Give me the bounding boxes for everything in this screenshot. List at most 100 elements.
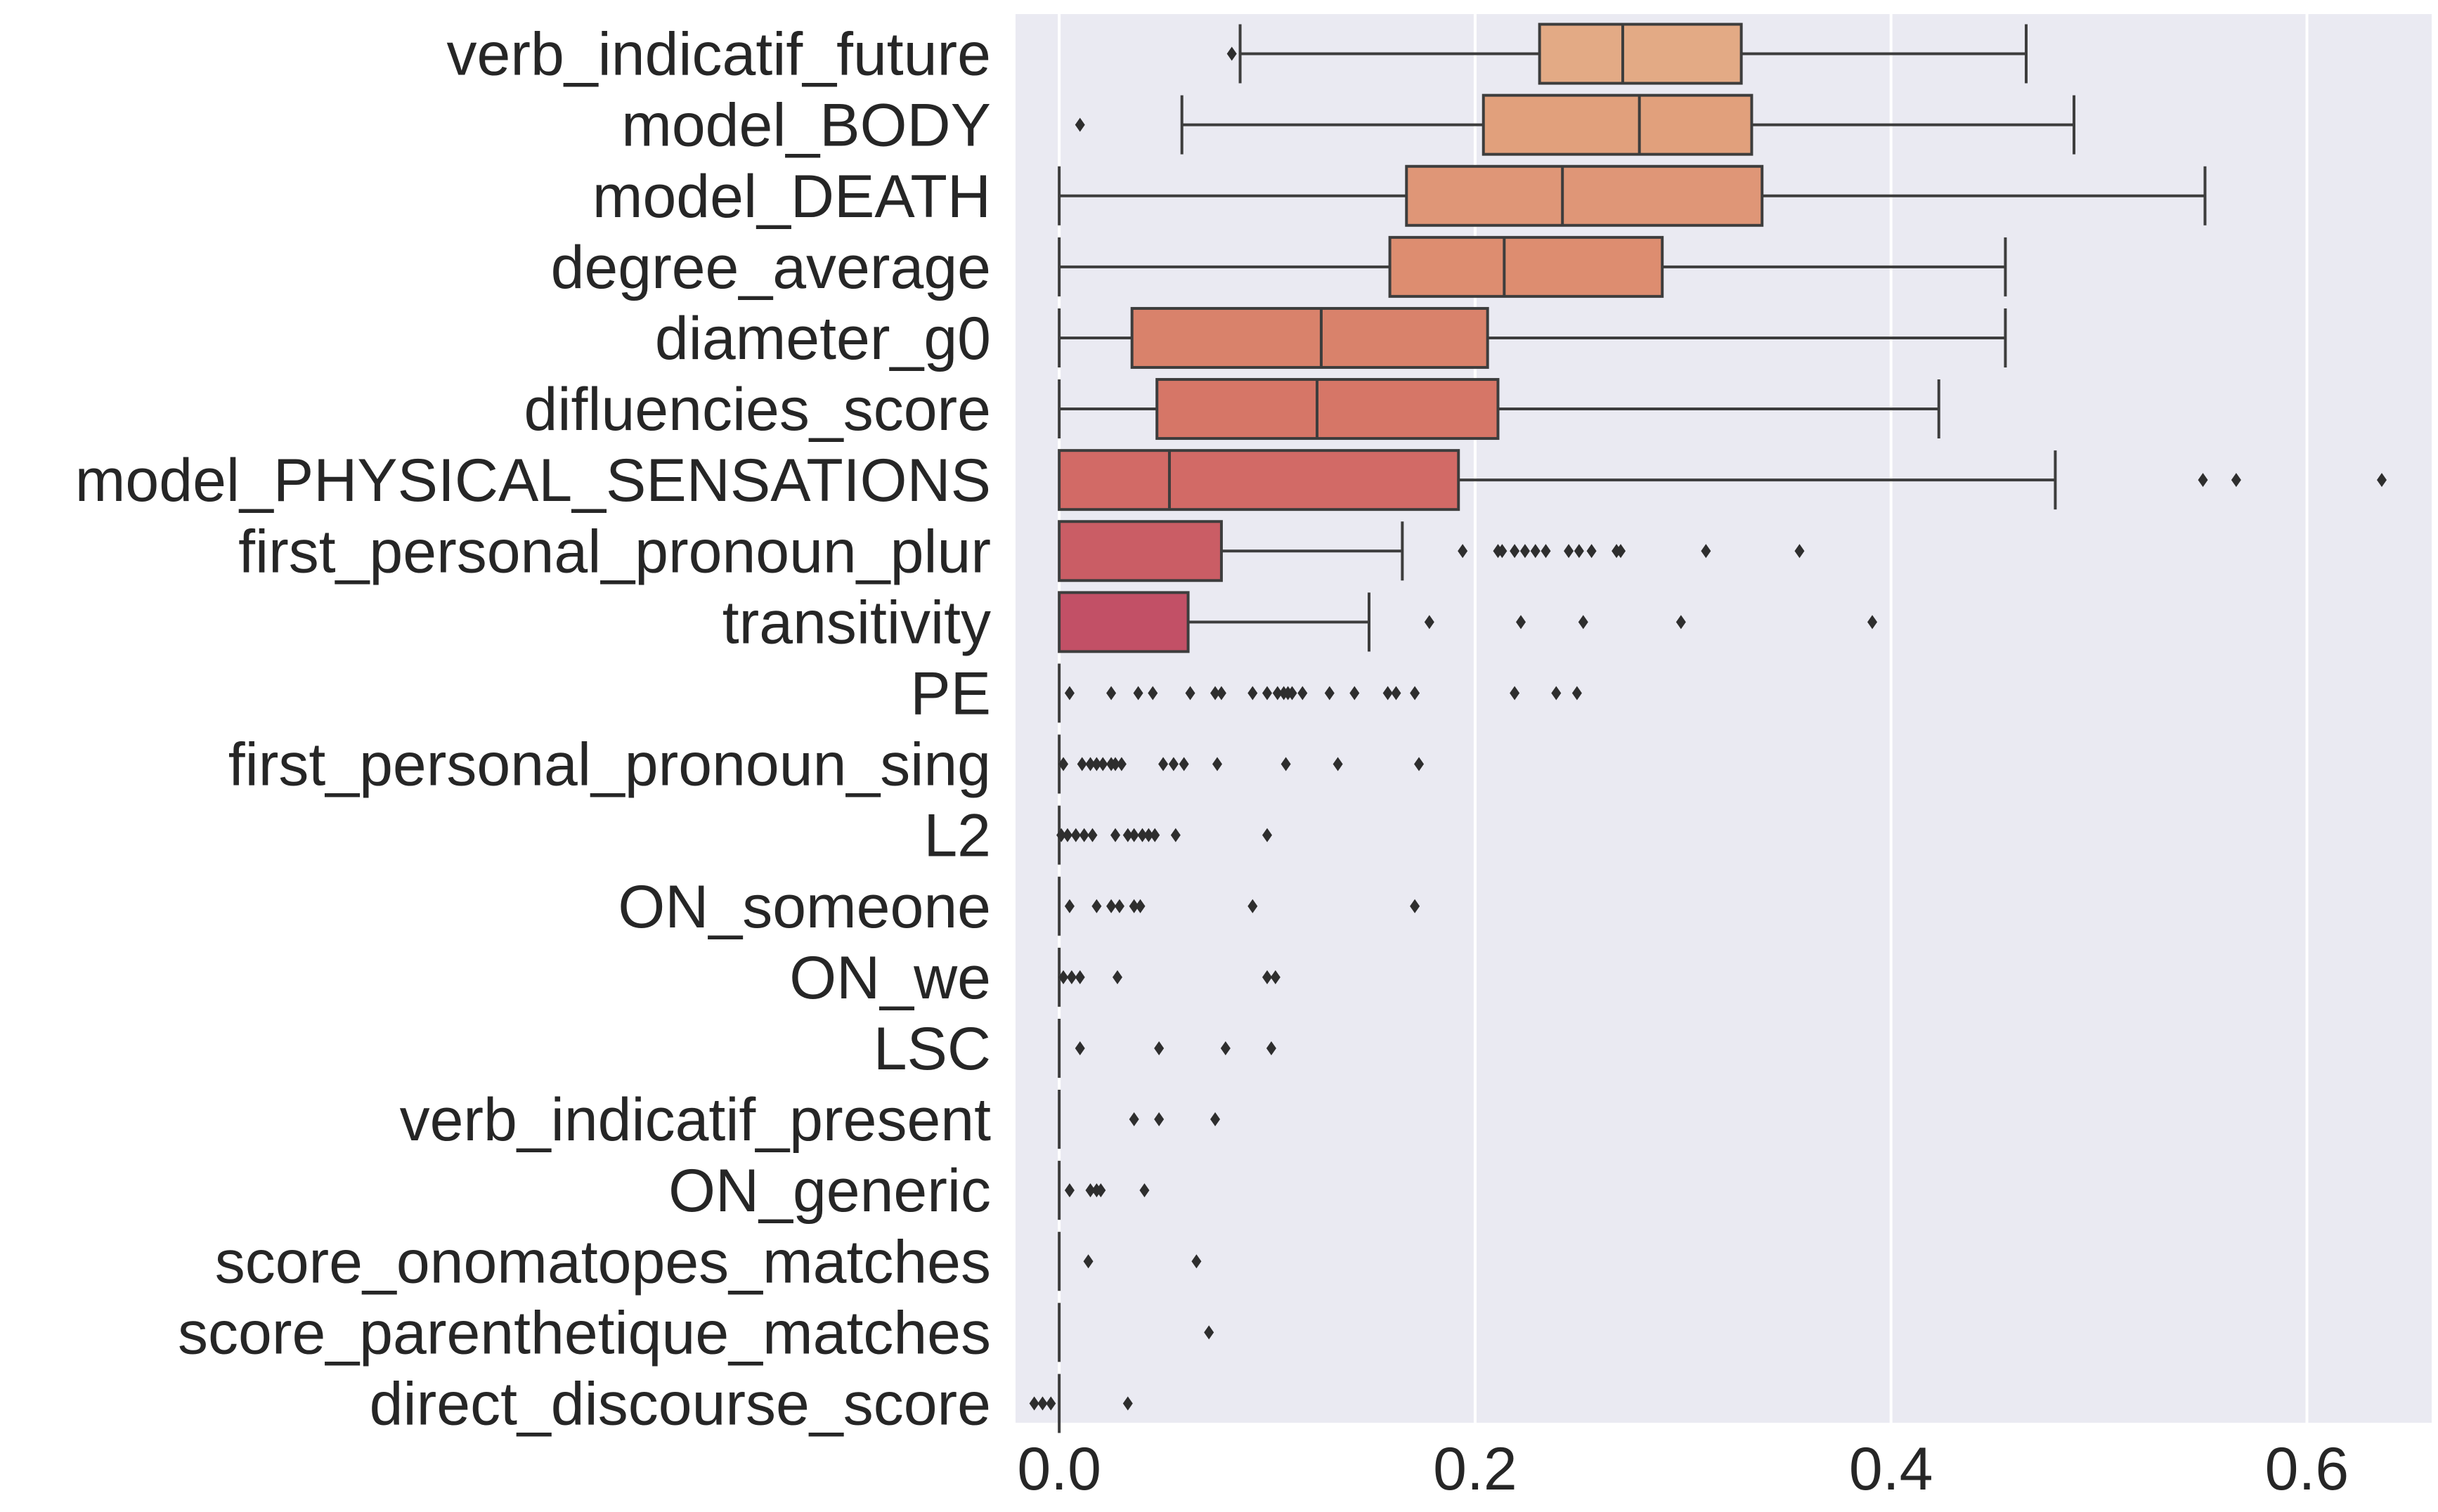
- box-iqr: [1058, 591, 1190, 653]
- outlier-point: [1158, 757, 1169, 771]
- outlier-point: [1212, 757, 1223, 771]
- plot-area: [1016, 14, 2432, 1423]
- category-label-difluencies-score: difluencies_score: [524, 376, 991, 443]
- box-group-first-personal-pronoun-plur: [1058, 520, 1805, 582]
- outlier-point: [1154, 1112, 1165, 1127]
- category-label-direct-discourse-score: direct_discourse_score: [370, 1370, 991, 1438]
- outlier-point: [1247, 899, 1258, 913]
- outlier-point: [1216, 686, 1226, 700]
- x-tick-labels: 0.0 0.2 0.4 0.6: [1017, 1435, 2349, 1503]
- outlier-point: [1106, 686, 1117, 700]
- outlier-point: [1262, 828, 1273, 842]
- outlier-point: [1551, 686, 1562, 700]
- box-iqr: [1405, 164, 1764, 227]
- category-label-first-personal-pronoun-plur: first_personal_pronoun_plur: [238, 518, 991, 585]
- category-label-model-death: model_DEATH: [592, 163, 991, 230]
- outlier-point: [1179, 757, 1189, 771]
- outlier-point: [1135, 899, 1146, 913]
- box-group-score-onomatopes-matches: [1058, 1232, 1202, 1291]
- outlier-point: [1087, 828, 1098, 842]
- category-label-verb-indicatif-future: verb_indicatif_future: [447, 21, 991, 89]
- outlier-point: [1270, 970, 1280, 984]
- outlier-point: [1391, 686, 1401, 700]
- outlier-point: [1574, 544, 1584, 559]
- box-group-difluencies-score: [1058, 378, 1940, 441]
- category-label-on-we: ON_we: [789, 944, 991, 1012]
- outlier-point: [1794, 544, 1805, 559]
- outlier-point: [1210, 1112, 1221, 1127]
- outlier-point: [1154, 1041, 1165, 1055]
- outlier-point: [1075, 970, 1085, 984]
- box-group-l2: [1056, 805, 1273, 865]
- box-group-on-someone: [1058, 876, 1420, 936]
- category-label-transitivity: transitivity: [722, 589, 991, 656]
- outlier-point: [1129, 1112, 1139, 1127]
- outlier-point: [2376, 473, 2387, 488]
- outlier-point: [1701, 544, 1711, 559]
- category-labels: verb_indicatif_futuremodel_BODYmodel_DEA…: [75, 21, 991, 1438]
- box-group-model-physical-sensations: [1058, 449, 2387, 511]
- outlier-point: [1110, 828, 1121, 842]
- box-group-direct-discourse-score: [1029, 1374, 1133, 1433]
- outlier-point: [1519, 544, 1530, 559]
- x-tick-label: 0.6: [2265, 1435, 2349, 1503]
- category-label-model-body: model_BODY: [621, 92, 991, 159]
- outlier-point: [1414, 757, 1425, 771]
- outlier-point: [1191, 1254, 1202, 1269]
- outlier-point: [1616, 544, 1626, 559]
- x-tick-label: 0.4: [1849, 1435, 1933, 1503]
- category-label-on-someone: ON_someone: [618, 873, 991, 941]
- outlier-point: [1075, 1041, 1085, 1055]
- category-label-lsc: LSC: [874, 1015, 991, 1083]
- outlier-point: [1247, 686, 1258, 700]
- box-group-lsc: [1058, 1018, 1276, 1078]
- outlier-point: [1410, 899, 1420, 913]
- outlier-point: [1083, 1254, 1094, 1269]
- category-label-diameter-g0: diameter_g0: [655, 305, 991, 372]
- outlier-point: [1349, 686, 1360, 700]
- category-label-pe: PE: [910, 660, 991, 727]
- outlier-point: [1272, 686, 1283, 700]
- box-group-verb-indicatif-present: [1058, 1090, 1221, 1149]
- box-iqr: [1058, 449, 1460, 511]
- outlier-point: [1070, 828, 1081, 842]
- category-label-on-generic: ON_generic: [668, 1157, 991, 1225]
- outlier-point: [1064, 686, 1075, 700]
- outlier-point: [1226, 46, 1237, 61]
- outlier-point: [1096, 1183, 1106, 1198]
- outlier-point: [1148, 686, 1158, 700]
- outlier-point: [1168, 757, 1179, 771]
- outlier-point: [1046, 1396, 1056, 1411]
- outlier-point: [1056, 828, 1067, 842]
- outlier-point: [1571, 686, 1582, 700]
- outlier-point: [1564, 544, 1574, 559]
- box-group-first-personal-pronoun-sing: [1058, 734, 1425, 794]
- outlier-point: [1530, 544, 1541, 559]
- outlier-point: [1143, 828, 1154, 842]
- outlier-point: [1077, 757, 1087, 771]
- outlier-point: [1114, 899, 1124, 913]
- box-iqr: [1130, 306, 1489, 369]
- outlier-point: [1150, 828, 1160, 842]
- outlier-point: [1280, 757, 1291, 771]
- outlier-point: [1064, 899, 1075, 913]
- category-label-degree-average: degree_average: [551, 234, 991, 301]
- outlier-point: [1497, 544, 1507, 559]
- outlier-point: [1116, 757, 1127, 771]
- outlier-point: [1578, 615, 1588, 630]
- x-tick-label: 0.0: [1017, 1435, 1101, 1503]
- category-label-first-personal-pronoun-sing: first_personal_pronoun_sing: [228, 731, 991, 799]
- outlier-point: [1262, 686, 1273, 700]
- outlier-point: [1085, 1183, 1096, 1198]
- outlier-point: [1516, 615, 1526, 630]
- outlier-point: [1287, 686, 1297, 700]
- outlier-point: [1170, 828, 1181, 842]
- outlier-point: [1122, 1396, 1133, 1411]
- outlier-point: [1675, 615, 1686, 630]
- outlier-point: [1129, 828, 1139, 842]
- box-group-verb-indicatif-future: [1226, 22, 2028, 85]
- category-label-score-onomatopes-matches: score_onomatopes_matches: [215, 1228, 991, 1296]
- outlier-point: [1062, 828, 1072, 842]
- outlier-point: [1064, 1183, 1075, 1198]
- boxes: [1029, 22, 2387, 1433]
